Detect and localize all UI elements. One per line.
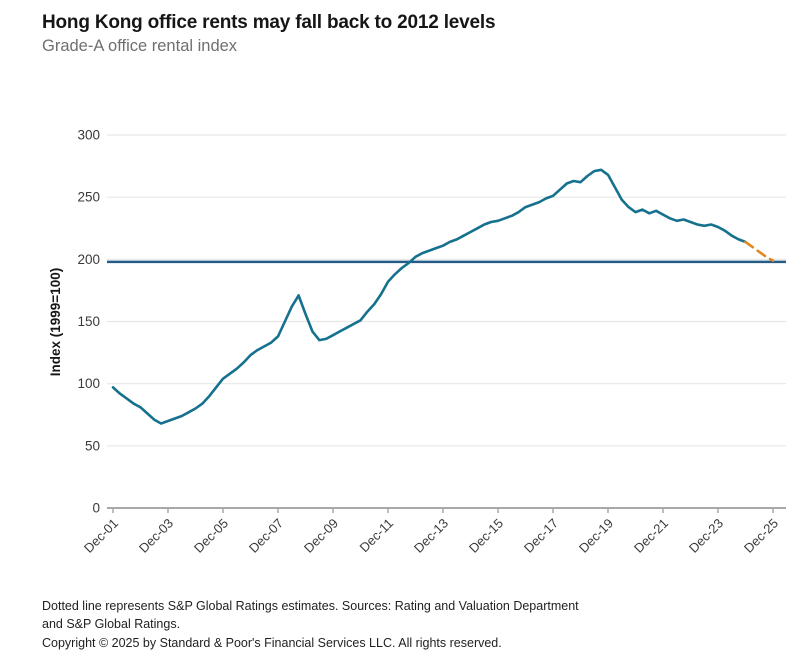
x-tick-label: Dec-11 bbox=[357, 516, 397, 556]
x-tick-label: Dec-19 bbox=[576, 516, 616, 556]
y-tick-label: 200 bbox=[77, 252, 100, 267]
x-tick-label: Dec-13 bbox=[411, 516, 451, 556]
copyright-text: Copyright © 2025 by Standard & Poor's Fi… bbox=[42, 636, 502, 650]
source-note: Dotted line represents S&P Global Rating… bbox=[42, 597, 652, 633]
rental-index-line bbox=[111, 168, 747, 425]
source-note-line1: Dotted line represents S&P Global Rating… bbox=[42, 599, 579, 613]
y-tick-label: 300 bbox=[77, 128, 100, 143]
x-tick-label: Dec-25 bbox=[741, 516, 781, 556]
page-title: Hong Kong office rents may fall back to … bbox=[42, 12, 496, 33]
x-tick-label: Dec-23 bbox=[686, 516, 726, 556]
x-tick-label: Dec-09 bbox=[301, 516, 341, 556]
x-tick-label: Dec-17 bbox=[521, 516, 561, 556]
y-tick-label: 50 bbox=[85, 438, 100, 453]
y-tick-label: 100 bbox=[77, 376, 100, 391]
y-tick-label: 0 bbox=[92, 501, 100, 516]
y-axis-title: Index (1999=100) bbox=[48, 268, 63, 376]
x-tick-label: Dec-07 bbox=[246, 516, 286, 556]
y-tick-label: 250 bbox=[77, 190, 100, 205]
y-tick-label: 150 bbox=[77, 314, 100, 329]
x-tick-label: Dec-03 bbox=[136, 516, 176, 556]
x-tick-label: Dec-15 bbox=[466, 516, 506, 556]
rental-index-chart: 0 50 100 150 200 250 300 Dec-01 Dec-03 Dec-05 Dec-… bbox=[0, 85, 800, 595]
source-note-line2: and S&P Global Ratings. bbox=[42, 617, 181, 631]
chart-canvas: 0 50 100 150 200 250 300 Dec-01 Dec-03 Dec-05 Dec-… bbox=[48, 128, 786, 556]
x-tick-label: Dec-01 bbox=[81, 516, 121, 556]
estimate-dashed-line bbox=[744, 240, 775, 262]
x-tick-label: Dec-05 bbox=[191, 516, 231, 556]
x-tick-label: Dec-21 bbox=[631, 516, 671, 556]
page-subtitle: Grade-A office rental index bbox=[42, 37, 238, 55]
